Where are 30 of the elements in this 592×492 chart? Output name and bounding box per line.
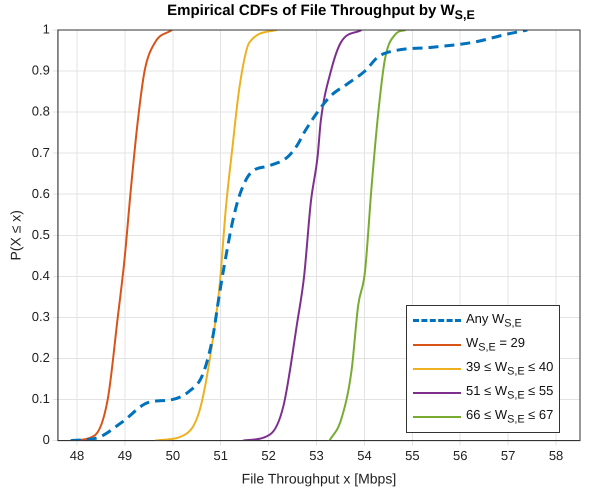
legend-label: W$_{S,E}$ = 29 bbox=[466, 335, 526, 354]
y-tick-label: 1 bbox=[42, 22, 50, 37]
y-tick-label: 0.4 bbox=[32, 268, 50, 283]
x-tick-label: 49 bbox=[118, 448, 132, 463]
legend-label: Any W$_{S,E}$ bbox=[466, 311, 522, 330]
y-tick-label: 0.7 bbox=[32, 144, 50, 160]
y-tick-label: 0.6 bbox=[32, 186, 50, 201]
y-tick-label: 0 bbox=[42, 432, 50, 448]
y-axis-title: P(X ≤ x) bbox=[7, 210, 24, 261]
x-tick-label: 50 bbox=[166, 448, 180, 463]
y-tick-label: 0.2 bbox=[32, 350, 50, 366]
x-axis-title: File Throughput x [Mbps] bbox=[242, 470, 396, 486]
x-tick-label: 51 bbox=[214, 448, 228, 463]
x-tick-label: 56 bbox=[453, 448, 468, 463]
y-tick-label: 0.9 bbox=[32, 62, 50, 78]
y-tick-label: 0.5 bbox=[32, 226, 50, 242]
x-tick-label: 58 bbox=[548, 448, 564, 463]
legend-label: 66 ≤ W$_{S,E}$ ≤ 67 bbox=[466, 407, 554, 426]
x-tick-label: 54 bbox=[357, 448, 372, 463]
y-tick-label: 0.8 bbox=[32, 104, 50, 119]
legend-label: 51 ≤ W$_{S,E}$ ≤ 55 bbox=[466, 383, 554, 402]
x-tick-label: 55 bbox=[405, 448, 420, 463]
y-tick-label: 0.3 bbox=[32, 309, 50, 324]
x-tick-label: 52 bbox=[261, 448, 276, 463]
x-tick-label: 53 bbox=[309, 448, 324, 463]
x-tick-label: 57 bbox=[500, 448, 516, 463]
legend-label: 39 ≤ W$_{S,E}$ ≤ 40 bbox=[466, 359, 554, 378]
y-tick-label: 0.1 bbox=[32, 391, 50, 406]
x-tick-label: 48 bbox=[70, 448, 84, 463]
chart-title: Empirical CDFs of File Throughput by W$_{S,E}$ bbox=[166, 2, 476, 22]
